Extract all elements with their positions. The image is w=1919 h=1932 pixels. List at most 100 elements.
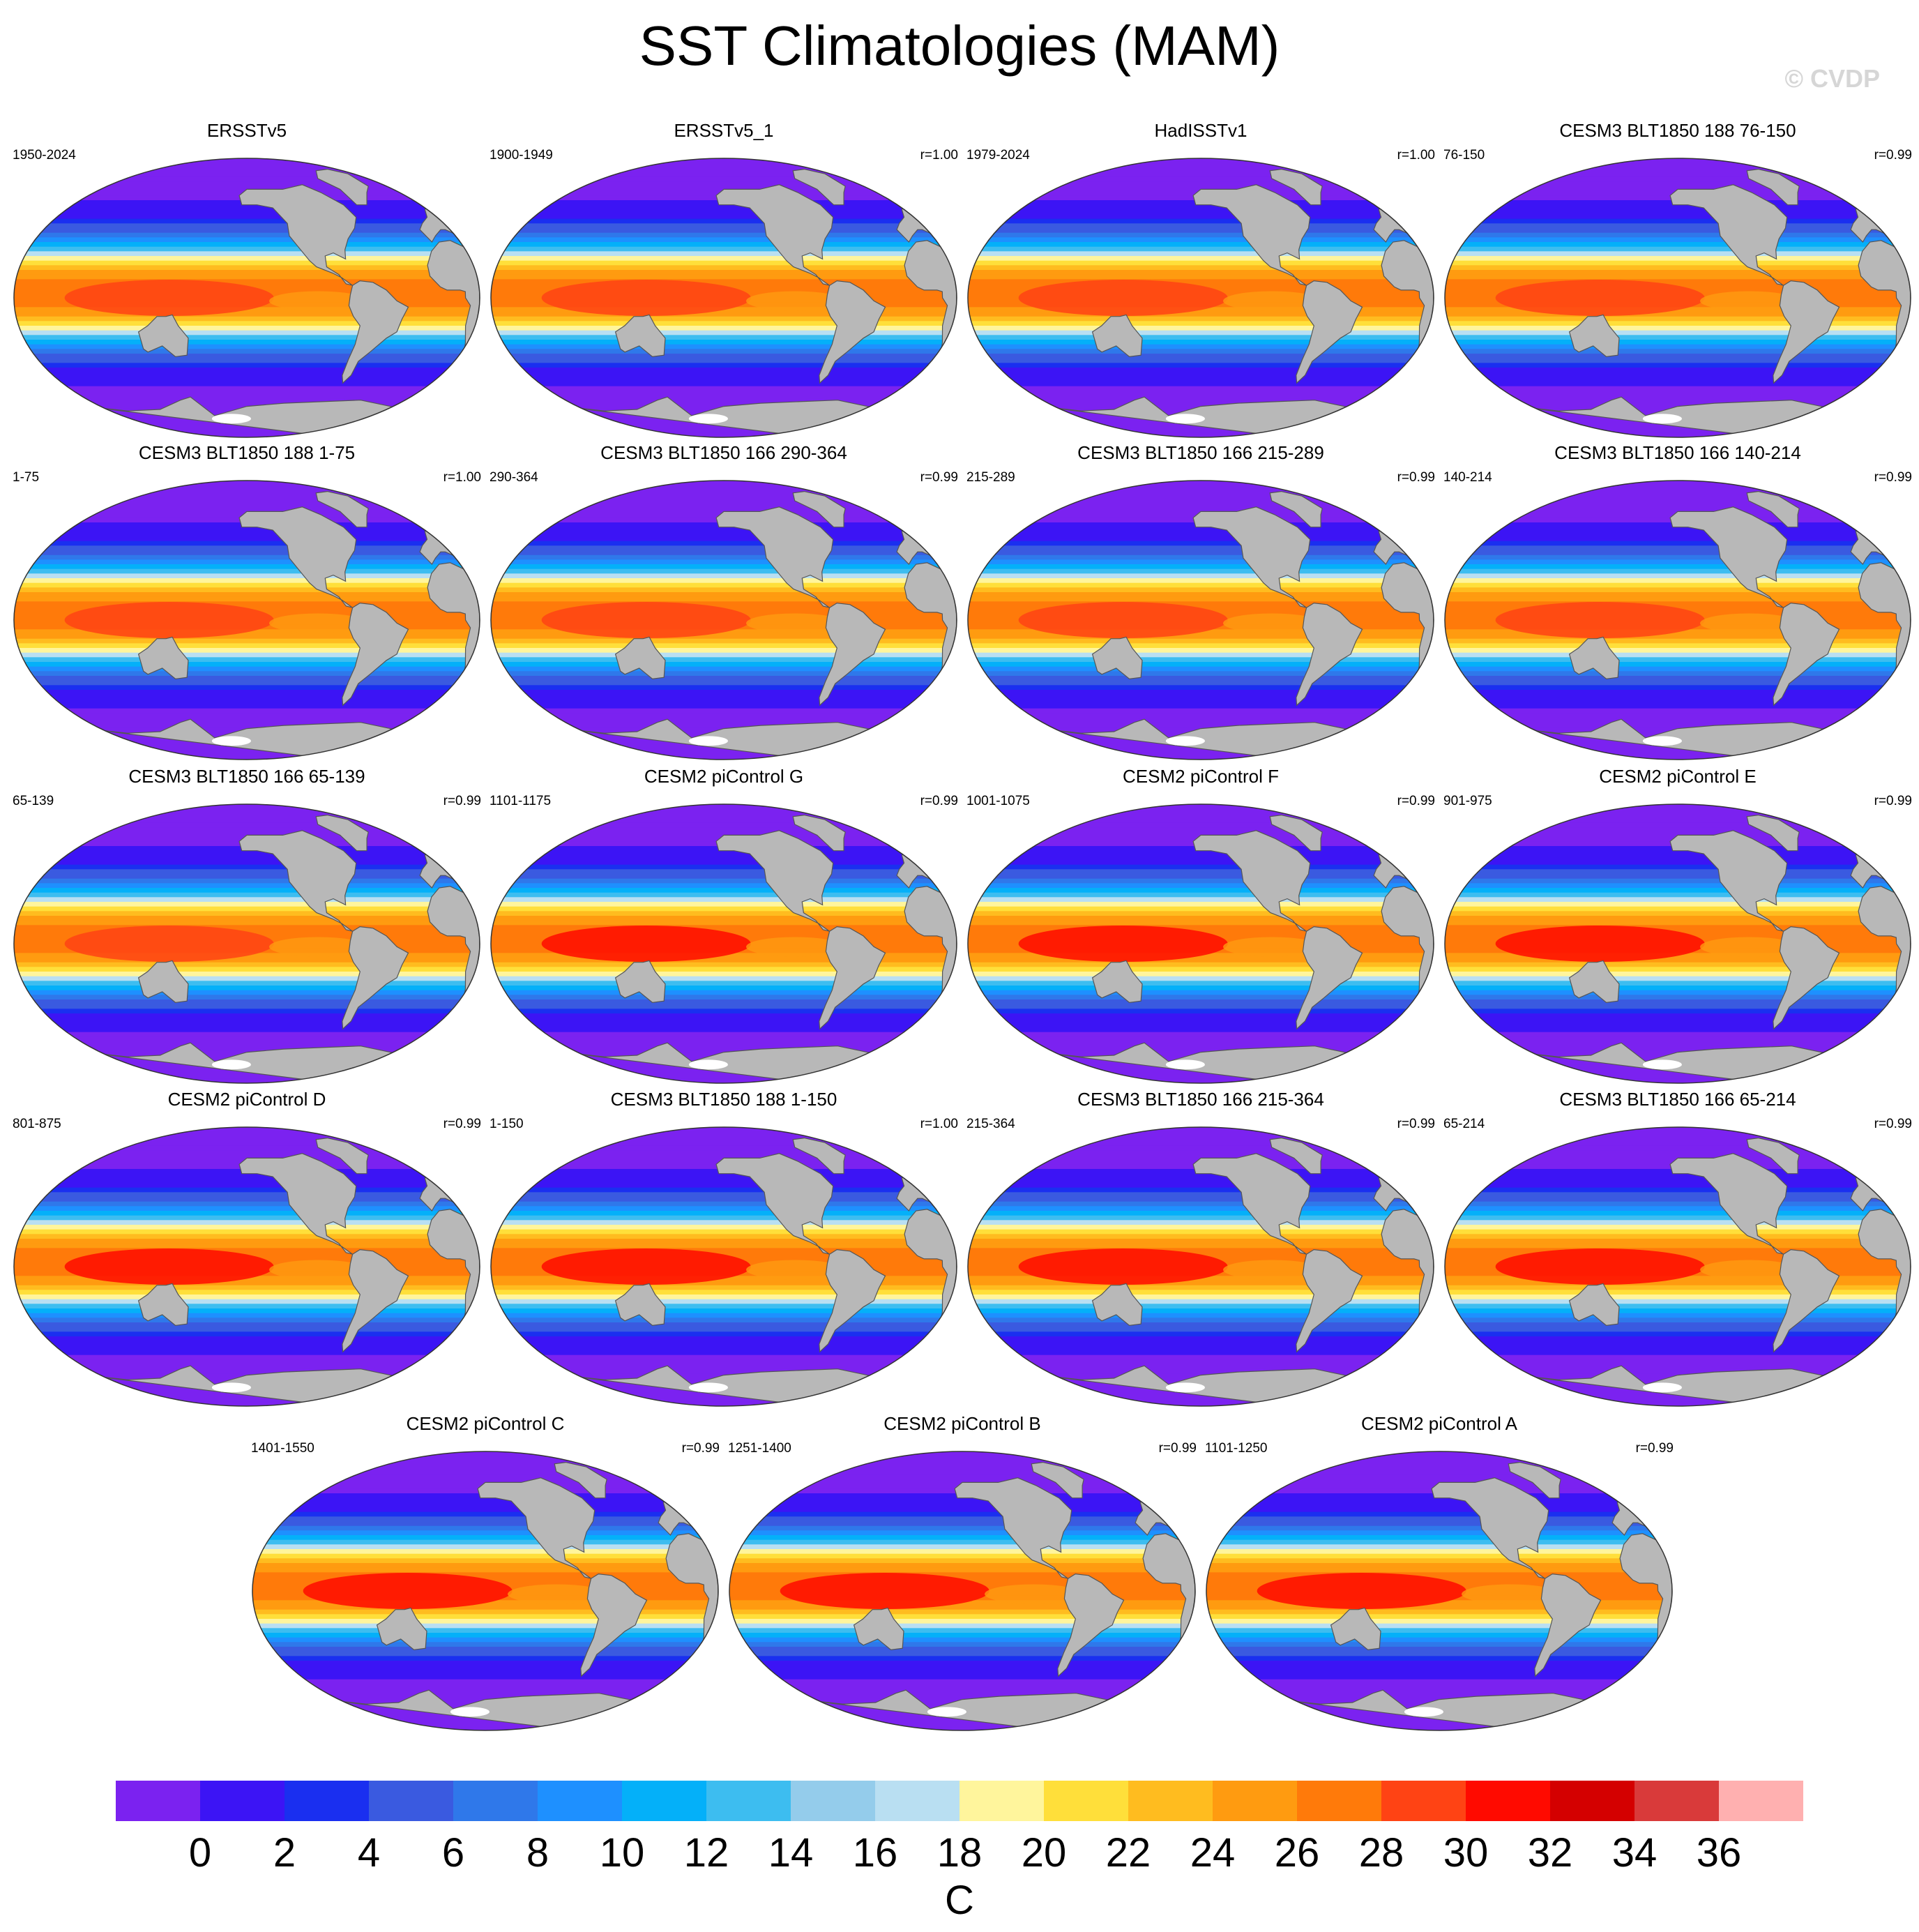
sst-band [1445,372,1911,378]
sst-band [14,1322,480,1328]
sst-band [968,499,1434,505]
sst-band [491,897,957,903]
sst-band [1445,270,1911,276]
sst-map [1206,1451,1673,1731]
colorbar-tick-label: 12 [683,1830,729,1876]
sst-band [1445,925,1911,930]
sst-band [968,1336,1434,1342]
sst-band [729,1563,1195,1569]
sst-band [491,1211,957,1216]
sst-band [1445,1239,1911,1244]
sst-band [14,554,480,561]
sst-band [491,1239,957,1244]
sst-band [14,312,480,317]
sst-band [14,578,480,584]
sst-band [491,1215,957,1221]
sst-band [1206,1633,1672,1638]
sst-band [14,1327,480,1333]
sst-band [1445,1078,1911,1083]
sst-band [968,694,1434,700]
ice-shelf [927,1707,966,1717]
sst-map [967,158,1434,438]
sst-band [14,186,480,192]
panel-period: 290-364 [490,470,538,485]
map-border [1206,1451,1673,1731]
sst-band [491,251,957,257]
sst-band [1445,1032,1911,1038]
sst-band [1445,860,1911,866]
sst-band [968,925,1434,930]
sst-band [968,1178,1434,1184]
sst-band [968,1220,1434,1225]
warm-pool [1495,602,1705,638]
sst-map [490,1126,957,1407]
colorbar-tick-label: 18 [936,1830,983,1876]
panel-title: CESM3 BLT1850 166 215-289 [1077,442,1324,463]
sst-band [1445,676,1911,681]
sst-band [491,531,957,537]
panel-title: CESM3 BLT1850 188 1-75 [138,442,356,463]
sst-band [1445,587,1911,593]
sst-band [1445,1308,1911,1314]
sst-band [14,1215,480,1221]
sst-band [491,265,957,271]
land-greenland [315,168,369,206]
sst-band [1445,358,1911,364]
sst-band [252,1609,718,1615]
sst-band [14,499,480,505]
land-australia [614,636,666,680]
sst-band [968,428,1434,434]
sst-band [14,242,480,248]
sst-band [1445,218,1911,225]
sst-band [14,750,480,756]
sst-band [968,508,1434,514]
sst-band [1445,545,1911,551]
panel-correlation: r=1.00 [443,470,481,485]
sst-band [968,432,1434,437]
sst-band [1445,214,1911,220]
sst-band [14,1027,480,1033]
sst-band [968,340,1434,345]
land-australia [1091,1283,1143,1327]
sst-band [491,541,957,547]
sst-band [252,1679,718,1685]
cold-tongue [1700,291,1798,311]
sst-band [729,1605,1195,1610]
sst-band [491,822,957,829]
sst-band [1206,1525,1672,1532]
sst-band [968,554,1434,561]
sst-band [491,400,957,406]
map-panel: CESM2 piControl A 1101-1250 r=0.99 [1202,1413,1676,1734]
sst-band [491,363,957,368]
sst-band [968,916,1434,921]
sst-band [14,962,480,968]
sst-band [729,1567,1195,1573]
panel-correlation: r=0.99 [1635,1441,1674,1456]
sst-map [13,480,480,760]
sst-band [491,638,957,644]
sst-band [14,652,480,658]
sst-band [729,1623,1195,1629]
land-greenland [1746,814,1800,852]
map-panel: CESM2 piControl G 1101-1175 r=0.99 [487,766,961,1087]
sst-band [14,1032,480,1038]
sst-band [968,391,1434,396]
sst-band [491,504,957,509]
sst-band [1445,976,1911,982]
sst-band [968,395,1434,401]
sst-band [491,1313,957,1319]
sst-band [1445,1243,1911,1249]
sst-band [491,1290,957,1295]
sst-band [729,1553,1195,1560]
sst-band [729,1530,1195,1536]
sst-band [491,750,957,756]
sst-band [491,316,957,322]
sst-band [1445,1155,1911,1161]
panel-correlation: r=0.99 [1397,470,1435,485]
sst-band [968,1187,1434,1193]
sst-band [968,1197,1434,1202]
land-greenland [792,168,846,206]
sst-band [1445,578,1911,584]
sst-band [1445,718,1911,723]
sst-band [968,1318,1434,1323]
